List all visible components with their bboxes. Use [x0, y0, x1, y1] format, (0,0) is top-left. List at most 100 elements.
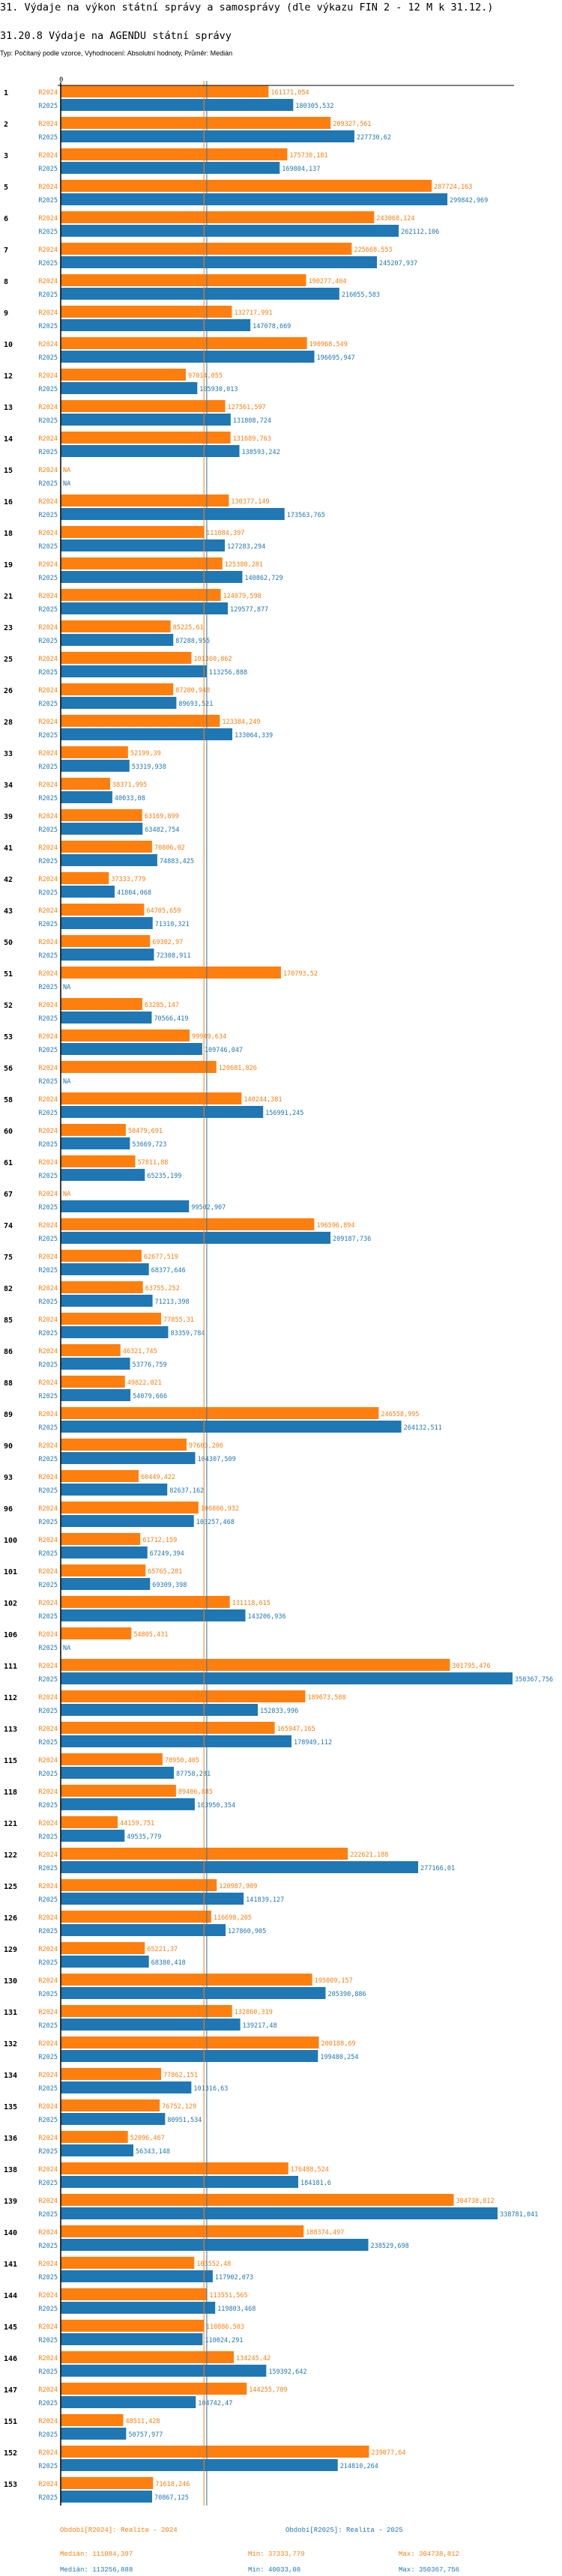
- series-label: R2025: [38, 1802, 58, 1809]
- series-label: R2024: [38, 1663, 58, 1670]
- data-label: NA: [63, 467, 70, 474]
- data-label: 110886,503: [206, 2323, 244, 2331]
- data-label: 82637,162: [169, 1487, 204, 1495]
- bar-r2025: [61, 2113, 166, 2125]
- data-label: 70867,125: [154, 2494, 189, 2502]
- bar-r2025: [61, 791, 112, 803]
- data-label: 48511,428: [125, 2418, 160, 2425]
- data-label: 190968,549: [309, 341, 348, 348]
- data-label: 65765,281: [148, 1568, 182, 1576]
- series-label: R2025: [38, 2148, 58, 2156]
- data-label: 238529,698: [371, 2243, 409, 2250]
- bar-r2025: [61, 2365, 267, 2377]
- data-label: 99502,907: [191, 1204, 226, 1212]
- data-label: 63285,147: [145, 1002, 179, 1009]
- series-label: R2025: [38, 2085, 58, 2093]
- data-label: 287724,163: [434, 184, 472, 191]
- data-label: 131118,615: [232, 1600, 271, 1607]
- series-label: R2025: [38, 795, 58, 802]
- data-label: 104742,47: [198, 2400, 232, 2407]
- bar-r2025: [61, 1861, 419, 1873]
- series-label: R2024: [38, 2292, 58, 2300]
- bar-r2024: [61, 2383, 247, 2395]
- chart-meta: Typ: Počítaný podle vzorce, Vyhodnocení:…: [0, 49, 233, 57]
- data-label: 120681,826: [219, 1065, 257, 1072]
- bar-r2025: [61, 665, 207, 677]
- bar-r2024: [61, 2477, 154, 2489]
- category-label: 75: [4, 1254, 13, 1262]
- stat-max-r2024: Max: 304738,812: [399, 2551, 460, 2558]
- bar-r2024: [61, 2320, 204, 2332]
- bar-r2025: [61, 1546, 148, 1558]
- bar-r2025: [61, 1452, 196, 1464]
- bar-r2024: [61, 2068, 162, 2080]
- data-label: 161171,054: [271, 89, 309, 97]
- series-label: R2024: [38, 341, 58, 348]
- data-label: 264132,511: [404, 1424, 442, 1432]
- data-label: 64705,659: [146, 907, 181, 915]
- data-label: 85225,61: [173, 624, 204, 632]
- series-label: R2024: [38, 781, 58, 789]
- series-label: R2025: [38, 1267, 58, 1275]
- category-label: 6: [4, 215, 8, 223]
- bar-r2024: [61, 778, 111, 790]
- category-label: 19: [4, 561, 13, 569]
- category-label: 111: [4, 1663, 17, 1671]
- data-label: 119803,468: [217, 2306, 256, 2313]
- series-label: R2024: [38, 719, 58, 726]
- series-label: R2025: [38, 1236, 58, 1243]
- data-label: 152833,996: [260, 1708, 298, 1715]
- series-label: R2024: [38, 750, 58, 758]
- data-label: 44159,751: [120, 1820, 154, 1827]
- data-label: 76752,129: [162, 2103, 196, 2111]
- series-label: R2025: [38, 1676, 58, 1684]
- series-label: R2024: [38, 2040, 58, 2048]
- series-label: R2025: [38, 166, 58, 173]
- data-label: 71310,321: [155, 921, 190, 928]
- category-label: 8: [4, 278, 8, 286]
- category-label: 141: [4, 2261, 17, 2269]
- data-label: 77862,151: [163, 2072, 198, 2079]
- bar-r2024: [61, 683, 174, 695]
- series-label: R2024: [38, 152, 58, 160]
- category-label: 1: [4, 89, 8, 97]
- series-label: R2024: [38, 1757, 58, 1765]
- data-label: 80951,534: [167, 2117, 202, 2124]
- bar-r2025: [61, 1295, 153, 1307]
- bar-r2024: [61, 117, 331, 129]
- category-label: 152: [4, 2449, 17, 2458]
- data-label: 87758,281: [176, 1771, 211, 1778]
- bar-r2025: [61, 1484, 168, 1496]
- series-label: R2024: [38, 1096, 58, 1104]
- series-label: R2025: [38, 2274, 58, 2282]
- data-label: 101360,862: [193, 656, 232, 663]
- data-label: 70806,02: [154, 844, 185, 852]
- data-label: 127860,905: [228, 1928, 266, 1935]
- bar-r2024: [61, 1627, 132, 1639]
- bar-r2024: [61, 1942, 145, 1954]
- category-label: 140: [4, 2229, 17, 2237]
- series-label: R2025: [38, 1330, 58, 1337]
- category-label: 89: [4, 1411, 13, 1419]
- series-label: R2024: [38, 1946, 58, 1953]
- bar-r2025: [61, 539, 226, 551]
- bar-r2025: [61, 2270, 213, 2282]
- bar-r2025: [61, 1326, 169, 1338]
- series-label: R2024: [38, 1002, 58, 1009]
- series-label: R2024: [38, 1789, 58, 1796]
- series-label: R2025: [38, 2337, 58, 2344]
- data-label: 54805,431: [133, 1631, 168, 1639]
- bar-r2024: [61, 432, 231, 444]
- series-label: R2024: [38, 1316, 58, 1324]
- data-label: 133064,339: [235, 732, 273, 740]
- category-label: 58: [4, 1096, 13, 1104]
- category-label: 132: [4, 2040, 17, 2049]
- series-label: R2024: [38, 530, 58, 537]
- bar-r2024: [61, 1407, 379, 1419]
- bar-r2025: [61, 2459, 338, 2471]
- series-label: R2025: [38, 386, 58, 393]
- series-label: R2024: [38, 2386, 58, 2394]
- series-label: R2025: [38, 417, 58, 425]
- data-label: 101316,63: [193, 2085, 228, 2093]
